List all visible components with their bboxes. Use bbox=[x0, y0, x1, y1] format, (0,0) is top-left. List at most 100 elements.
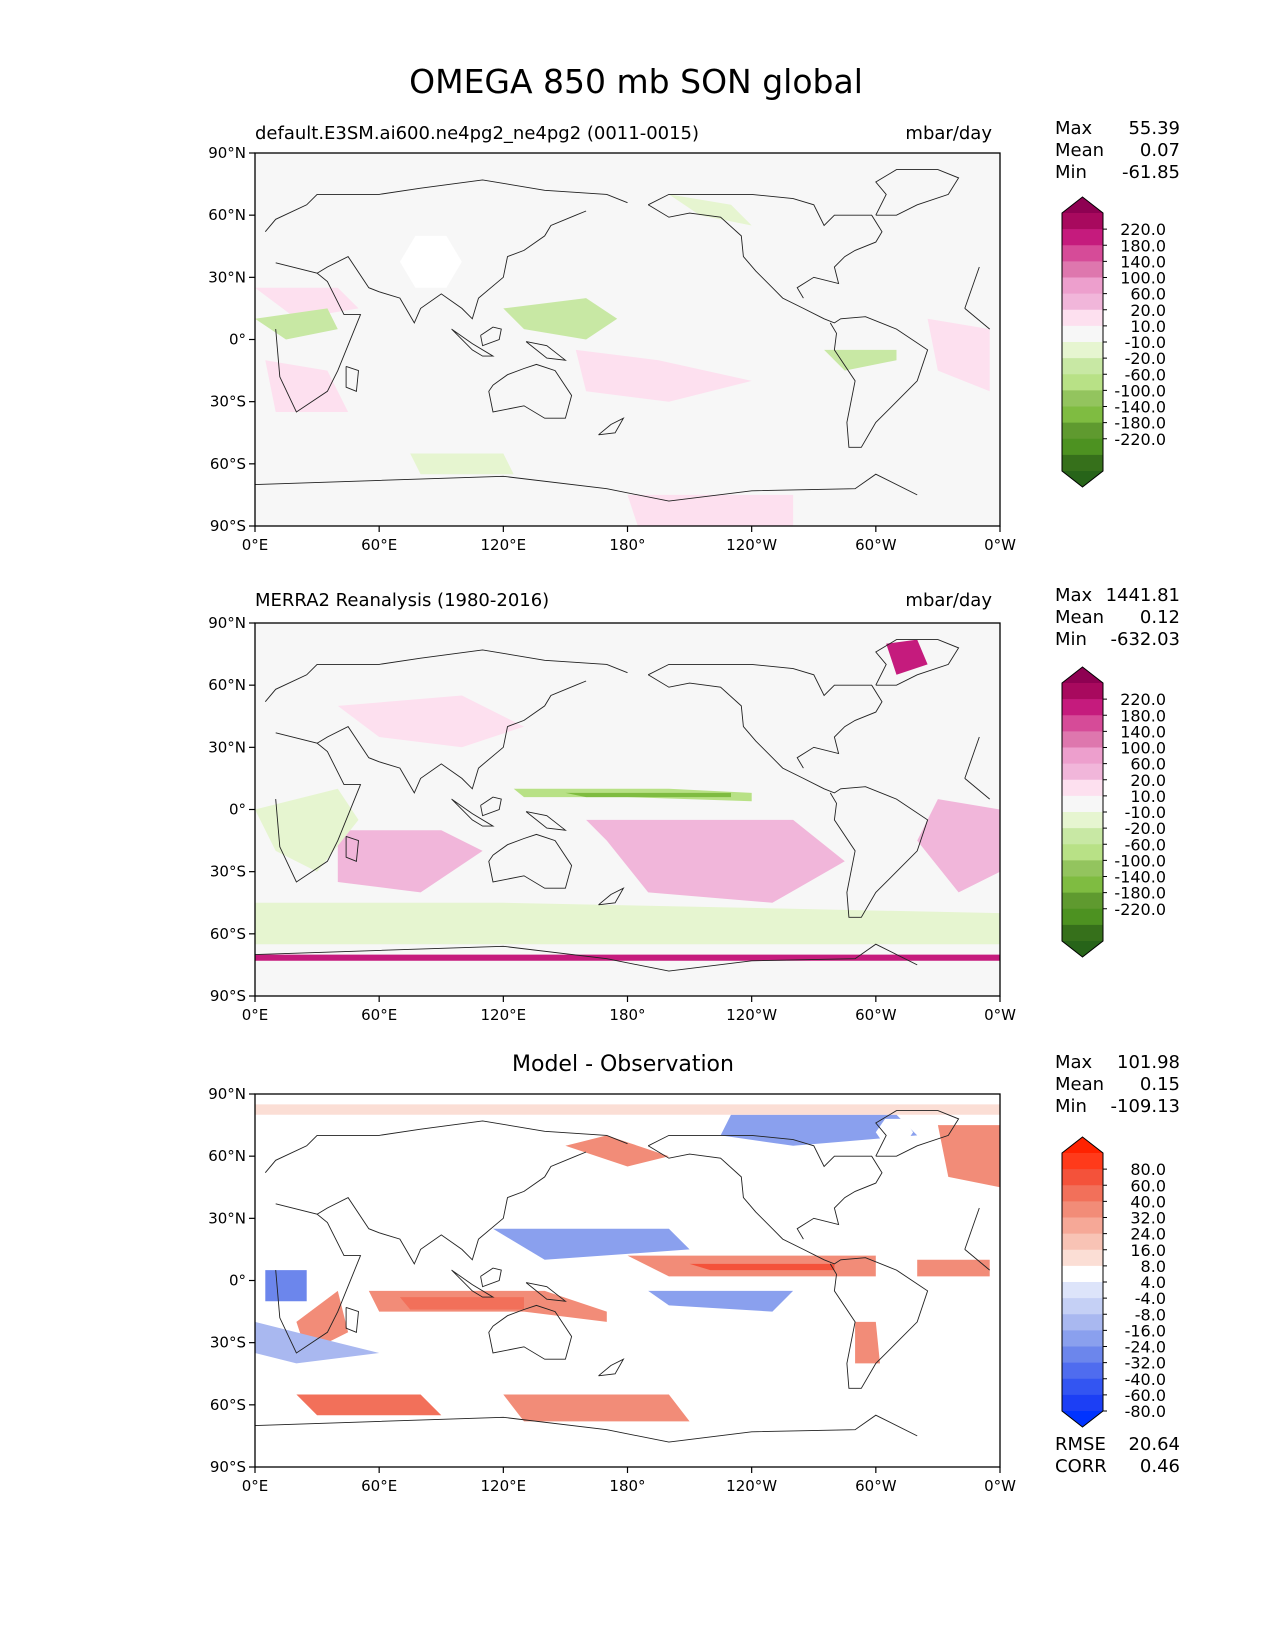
colorbar-band bbox=[1062, 1265, 1103, 1283]
colorbar-band bbox=[1062, 828, 1103, 845]
panel-model: default.E3SM.ai600.ne4pg2_ne4pg2 (0011-0… bbox=[208, 118, 1180, 554]
colorbar-band bbox=[1062, 860, 1103, 877]
colorbar-band bbox=[1062, 1298, 1103, 1315]
coastline bbox=[598, 887, 625, 906]
field-region bbox=[503, 298, 618, 340]
lat-tick-label: 90°S bbox=[210, 517, 246, 535]
colorbar-tick-label: 60.0 bbox=[1130, 755, 1166, 774]
colorbar-band bbox=[1062, 683, 1103, 700]
colorbar-tick-label: -140.0 bbox=[1114, 398, 1166, 417]
colorbar-tick-label: -10.0 bbox=[1125, 803, 1166, 822]
stat-mean-value: 0.15 bbox=[1140, 1074, 1180, 1095]
colorbar-tick-label: 180.0 bbox=[1120, 236, 1166, 255]
colorbar-band bbox=[1062, 715, 1103, 732]
colorbar-band bbox=[1062, 1201, 1103, 1218]
coastline bbox=[255, 943, 918, 972]
field-region bbox=[586, 819, 845, 903]
colorbar-band bbox=[1062, 438, 1103, 456]
colorbar-band bbox=[1062, 699, 1103, 716]
stat-min-value: -632.03 bbox=[1111, 629, 1180, 650]
colorbar-obs: 220.0180.0140.0100.060.020.010.0-10.0-20… bbox=[1061, 666, 1166, 958]
coastline bbox=[488, 1304, 573, 1360]
colorbar-tick-label: 32.0 bbox=[1130, 1209, 1166, 1228]
colorbar-tick-label: -220.0 bbox=[1114, 430, 1166, 449]
stat-mean-value: 0.07 bbox=[1140, 140, 1180, 161]
coastline bbox=[275, 262, 362, 413]
stat-max-value: 55.39 bbox=[1128, 118, 1180, 139]
colorbar-band bbox=[1062, 1330, 1103, 1347]
colorbar-tick-label: -180.0 bbox=[1114, 884, 1166, 903]
colorbar-band bbox=[1062, 1185, 1103, 1202]
lon-tick-label: 120°W bbox=[726, 536, 777, 554]
colorbar-diff: 80.060.040.032.024.016.08.04.0-4.0-8.0-1… bbox=[1061, 1136, 1166, 1428]
lat-tick-label: 30°S bbox=[210, 393, 246, 411]
colorbar-outline bbox=[1061, 196, 1104, 488]
missing-data-region bbox=[399, 1187, 462, 1229]
colorbar-band bbox=[1062, 358, 1103, 375]
field-region bbox=[255, 1321, 380, 1364]
lat-tick-label: 30°N bbox=[208, 1209, 246, 1227]
lon-tick-label: 0°W bbox=[984, 1477, 1016, 1495]
coastline bbox=[316, 1151, 587, 1265]
colorbar-tick-label: -8.0 bbox=[1135, 1305, 1166, 1324]
panel-obs: MERRA2 Reanalysis (1980-2016) mbar/day M… bbox=[208, 585, 1180, 1024]
coastline bbox=[275, 1203, 362, 1354]
colorbar-band bbox=[1062, 844, 1103, 861]
lon-tick-label: 0°E bbox=[242, 536, 269, 554]
lat-tick-label: 30°N bbox=[208, 738, 246, 756]
lat-tick-label: 0° bbox=[229, 1272, 246, 1290]
lon-tick-label: 180° bbox=[609, 536, 645, 554]
coastline bbox=[598, 417, 625, 436]
colorbar-tick-label: 100.0 bbox=[1120, 739, 1166, 758]
map-model bbox=[255, 153, 1000, 526]
lat-tick-label: 60°S bbox=[210, 455, 246, 473]
coastline bbox=[488, 833, 573, 889]
colorbar-tick-label: 16.0 bbox=[1130, 1241, 1166, 1260]
panel-obs-left-title: MERRA2 Reanalysis (1980-2016) bbox=[255, 590, 549, 611]
colorbar-tick-label: 80.0 bbox=[1130, 1160, 1166, 1179]
coastline bbox=[255, 1414, 918, 1443]
colorbar-tick-label: 60.0 bbox=[1130, 1176, 1166, 1195]
colorbar-tick-label: -80.0 bbox=[1125, 1402, 1166, 1421]
colorbar-band bbox=[1062, 731, 1103, 748]
colorbar-outline bbox=[1061, 666, 1104, 958]
map-background bbox=[255, 153, 1000, 526]
lat-tick-label: 30°S bbox=[210, 1334, 246, 1352]
colorbar-tick-label: 40.0 bbox=[1130, 1192, 1166, 1211]
lat-tick-label: 0° bbox=[229, 801, 246, 819]
coastline bbox=[875, 639, 960, 686]
field-region bbox=[824, 349, 897, 371]
coastline bbox=[480, 1267, 502, 1288]
colorbar-band bbox=[1062, 1249, 1103, 1267]
colorbar-tick-label: 20.0 bbox=[1130, 771, 1166, 790]
lat-tick-label: 90°N bbox=[208, 614, 246, 632]
coastline bbox=[647, 1134, 883, 1240]
coastline bbox=[451, 798, 495, 827]
colorbar-band bbox=[1062, 342, 1103, 359]
colorbar-band bbox=[1062, 924, 1103, 942]
coastline bbox=[964, 266, 980, 309]
colorbar-tick-label: -60.0 bbox=[1125, 365, 1166, 384]
field-region bbox=[668, 194, 752, 226]
lat-tick-label: 30°S bbox=[210, 863, 246, 881]
field-region bbox=[917, 1259, 990, 1277]
field-region bbox=[296, 1394, 442, 1416]
figure-title: OMEGA 850 mb SON global bbox=[409, 62, 863, 101]
colorbar-tick-label: -100.0 bbox=[1114, 851, 1166, 870]
colorbar-tick-label: -10.0 bbox=[1125, 333, 1166, 352]
lat-tick-label: 60°N bbox=[208, 206, 246, 224]
coastline bbox=[255, 473, 918, 502]
colorbar-band bbox=[1062, 1169, 1103, 1186]
lon-tick-label: 120°W bbox=[726, 1006, 777, 1024]
lat-tick-label: 90°N bbox=[208, 144, 246, 162]
stat-min-label: Min bbox=[1055, 629, 1087, 650]
coastline bbox=[525, 1282, 567, 1302]
map-diff bbox=[255, 1094, 1000, 1467]
stat-min-label: Min bbox=[1055, 162, 1087, 183]
colorbar-tick-label: -60.0 bbox=[1125, 1386, 1166, 1405]
coastline bbox=[345, 365, 359, 392]
rmse-label: RMSE bbox=[1055, 1434, 1106, 1455]
colorbar-band bbox=[1062, 1394, 1103, 1412]
colorbar-band bbox=[1062, 261, 1103, 278]
lon-tick-label: 60°W bbox=[855, 1006, 897, 1024]
